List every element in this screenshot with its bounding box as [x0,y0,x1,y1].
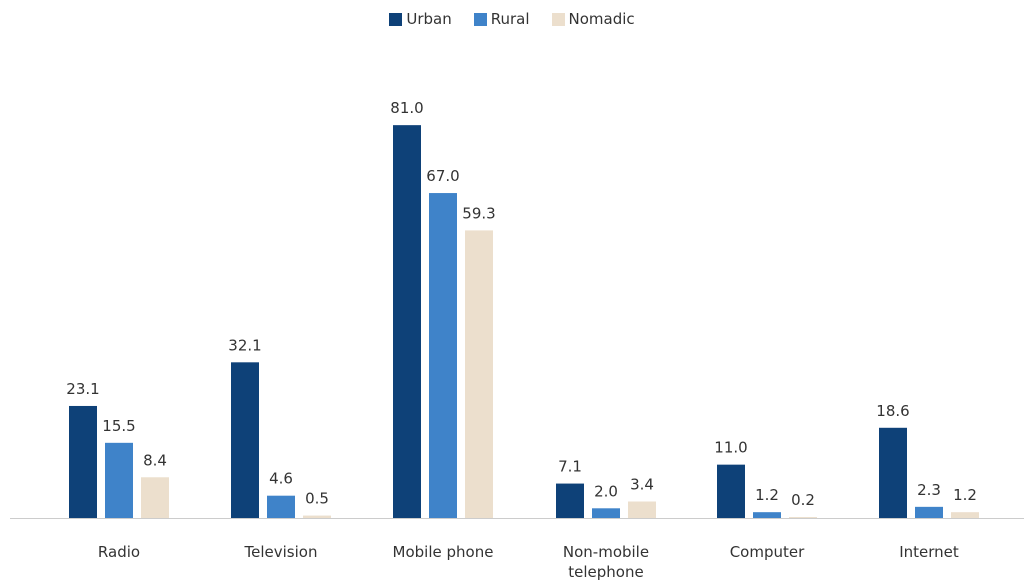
data-label-nomadic-television: 0.5 [305,490,329,508]
data-label-rural-internet: 2.3 [917,481,941,499]
x-tick-label-computer: Computer [730,543,805,561]
legend-item-nomadic: Nomadic [551,10,635,28]
bar-rural-internet [915,506,943,518]
bar-rural-television [267,495,295,518]
bar-rural-non-mobile-telephone [592,508,620,518]
bar-urban-computer [717,464,745,518]
data-label-urban-mobile-phone: 81.0 [390,99,423,117]
legend-item-urban: Urban [389,10,452,28]
x-tick-label-mobile-phone: Mobile phone [393,543,494,561]
legend-label-urban: Urban [406,10,452,28]
data-label-rural-mobile-phone: 67.0 [426,167,459,185]
data-label-nomadic-non-mobile-telephone: 3.4 [630,476,654,494]
bar-nomadic-television [303,515,331,518]
bar-rural-mobile-phone [429,193,457,519]
data-label-urban-internet: 18.6 [876,402,909,420]
data-label-rural-non-mobile-telephone: 2.0 [594,482,618,500]
legend-label-nomadic: Nomadic [568,10,635,28]
data-label-nomadic-computer: 0.2 [791,491,815,509]
bar-urban-mobile-phone [393,125,421,519]
data-label-urban-television: 32.1 [228,336,261,354]
chart-legend: Urban Rural Nomadic [0,10,1024,28]
bar-nomadic-mobile-phone [465,230,493,518]
bar-urban-non-mobile-telephone [556,483,584,518]
bar-rural-radio [105,442,133,518]
bar-urban-internet [879,427,907,518]
data-label-nomadic-internet: 1.2 [953,486,977,504]
bar-urban-television [231,362,259,518]
x-tick-label-radio: Radio [98,543,140,561]
bar-nomadic-computer [789,517,817,518]
bar-nomadic-radio [141,477,169,518]
data-label-rural-television: 4.6 [269,470,293,488]
x-tick-label-internet: Internet [899,543,959,561]
bar-urban-radio [69,405,97,518]
bar-nomadic-non-mobile-telephone [628,501,656,518]
legend-item-rural: Rural [473,10,530,28]
x-tick-label-non-mobile-telephone: Non-mobile telephone [563,543,649,581]
data-label-nomadic-radio: 8.4 [143,451,167,469]
bar-rural-computer [753,512,781,518]
data-label-urban-radio: 23.1 [66,380,99,398]
bar-nomadic-internet [951,512,979,518]
x-tick-label-television: Television [244,543,318,561]
data-label-nomadic-mobile-phone: 59.3 [462,204,495,222]
legend-swatch-rural [473,12,487,26]
data-label-urban-computer: 11.0 [714,439,747,457]
legend-swatch-urban [389,12,403,26]
data-label-rural-radio: 15.5 [102,417,135,435]
data-label-urban-non-mobile-telephone: 7.1 [558,458,582,476]
legend-label-rural: Rural [490,10,530,28]
legend-swatch-nomadic [551,12,565,26]
data-label-rural-computer: 1.2 [755,486,779,504]
